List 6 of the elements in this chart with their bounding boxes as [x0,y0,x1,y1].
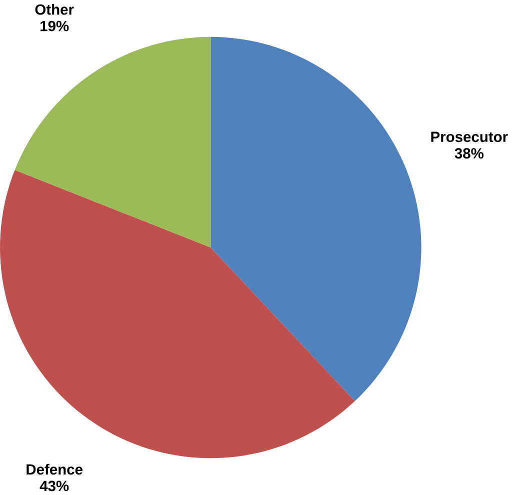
data-label: 19% [40,20,69,32]
slice-label: Defence [26,464,82,475]
data-label: 38% [454,148,484,159]
data-label: 43% [40,480,69,492]
slice-label: Other [35,4,74,15]
slice-label: Prosecutor [431,132,508,142]
